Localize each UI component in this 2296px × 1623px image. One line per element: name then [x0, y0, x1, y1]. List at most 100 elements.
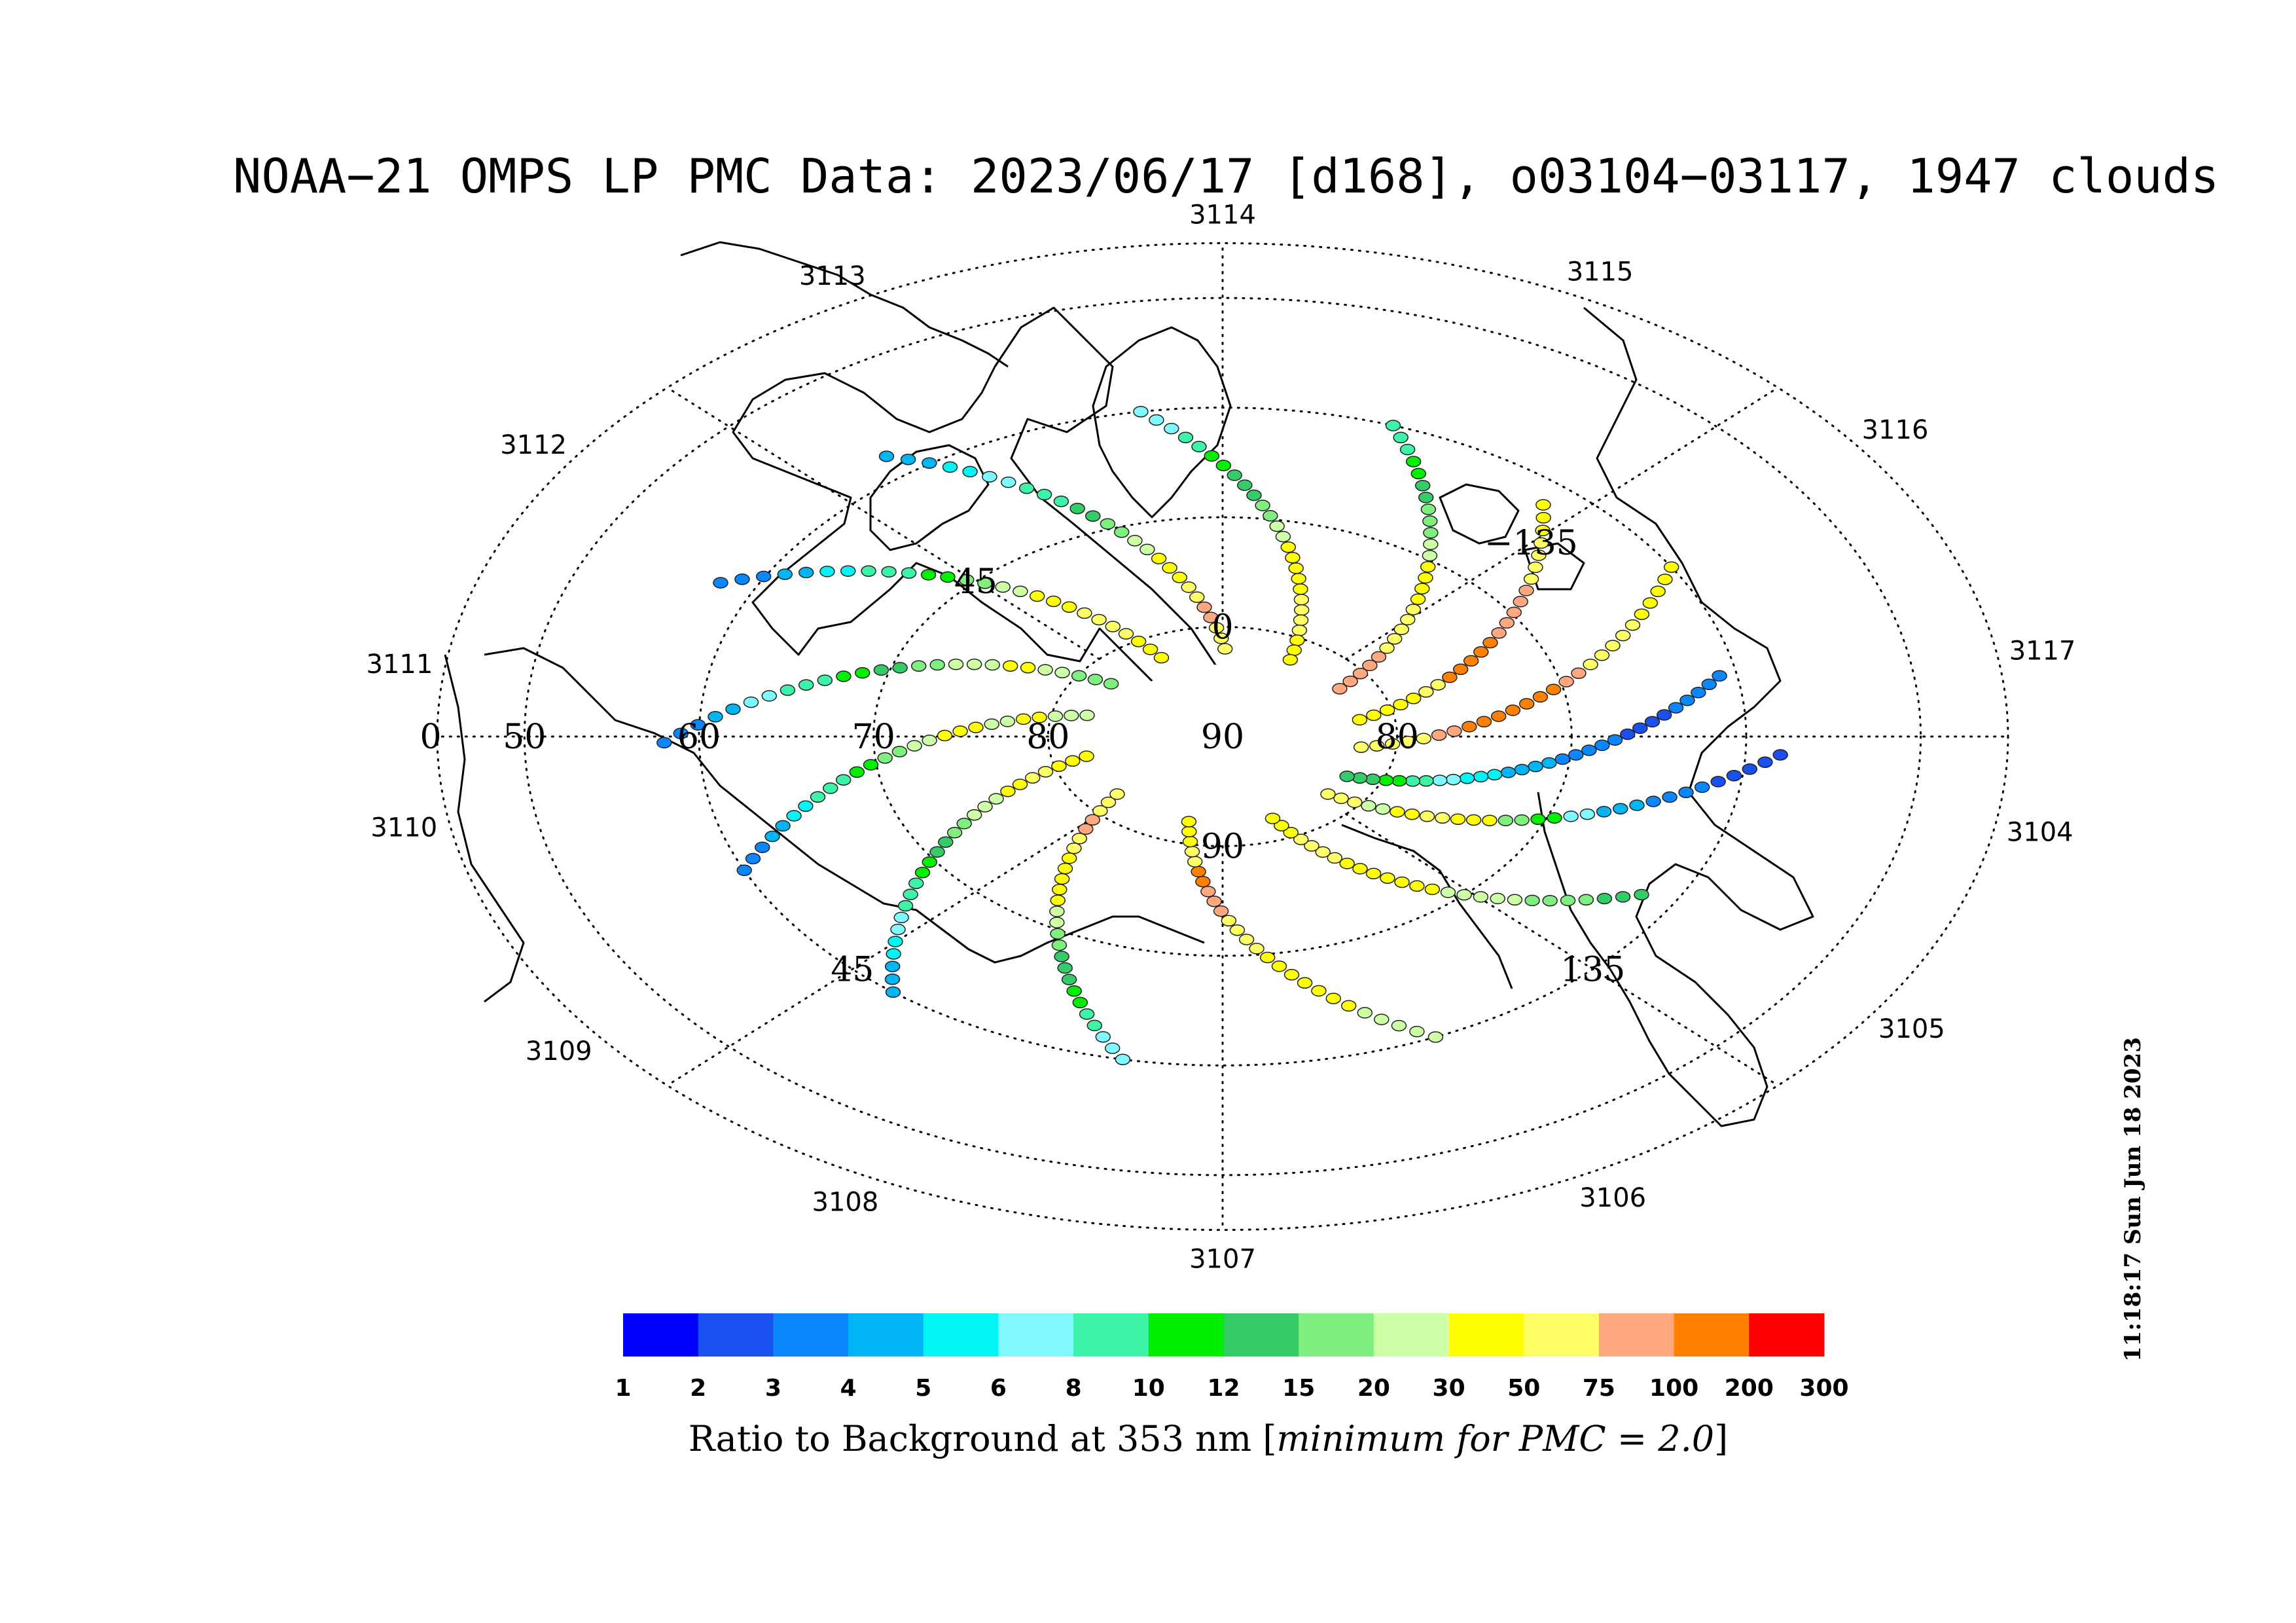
pmc-cloud-point — [1694, 781, 1710, 793]
pmc-cloud-point — [1634, 888, 1649, 901]
pmc-cloud-point — [1172, 572, 1188, 583]
pmc-cloud-point — [1130, 636, 1147, 647]
colorbar-tick-label: 1 — [615, 1375, 631, 1402]
pmc-cloud-point — [1069, 502, 1085, 515]
pmc-cloud-point — [823, 782, 838, 794]
pmc-cloud-point — [1486, 769, 1503, 781]
pmc-cloud-point — [1385, 420, 1401, 431]
colorbar-swatch — [1373, 1313, 1450, 1357]
pmc-cloud-point — [958, 574, 975, 586]
pmc-cloud-point — [1473, 891, 1489, 903]
pmc-cloud-point — [984, 718, 999, 730]
coast-alaska-siberia — [680, 241, 1009, 368]
pmc-cloud-point — [1607, 734, 1623, 746]
pmc-cloud-point — [1036, 488, 1052, 501]
pmc-cloud-point — [798, 800, 814, 812]
pmc-cloud-point — [1369, 740, 1385, 752]
pmc-cloud-point — [1500, 766, 1516, 778]
pmc-cloud-point — [1405, 775, 1421, 787]
orbit-label: 3105 — [1878, 1014, 1945, 1044]
pmc-cloud-point — [861, 565, 876, 577]
pmc-cloud-point — [1418, 686, 1434, 698]
pmc-cloud-point — [835, 774, 852, 786]
pmc-cloud-point — [761, 690, 778, 702]
pmc-cloud-point — [903, 888, 918, 900]
grid-labels: 90 80 70 60 50 0 80 45 45 −135 135 0 90 — [420, 524, 1625, 989]
colorbar-tick-label: 100 — [1649, 1375, 1698, 1402]
pmc-cloud-point — [1115, 1053, 1131, 1065]
pmc-cloud-point — [1013, 585, 1028, 597]
pmc-cloud-point — [736, 864, 752, 877]
pmc-cloud-point — [1424, 883, 1441, 896]
grid-label: 70 — [852, 718, 895, 757]
colorbar-tick-label: 20 — [1357, 1375, 1390, 1402]
colorbar-title-bracket-close: ] — [1714, 1418, 1728, 1459]
pmc-cloud-point — [1375, 803, 1391, 815]
pmc-cloud-point — [1416, 733, 1431, 744]
pmc-cloud-point — [1418, 492, 1434, 503]
pmc-cloud-point — [920, 569, 937, 581]
pmc-cloud-point — [1181, 816, 1197, 828]
pmc-cloud-point — [1339, 771, 1355, 782]
colorbar-swatch — [698, 1313, 774, 1357]
pmc-cloud-point — [690, 719, 706, 731]
pmc-cloud-point — [1679, 694, 1695, 706]
pmc-cloud-point — [1191, 441, 1207, 452]
pmc-cloud-point — [884, 973, 901, 985]
pmc-cloud-point — [1221, 915, 1237, 927]
pmc-cloud-point — [1513, 596, 1528, 608]
pmc-cloud-point — [1086, 1019, 1103, 1032]
pmc-cloud-point — [1498, 814, 1514, 826]
colorbar-swatch — [1223, 1313, 1299, 1357]
pmc-cloud-point — [1571, 667, 1587, 680]
colorbar-tick-label: 300 — [1799, 1375, 1848, 1402]
pmc-cloud-point — [977, 801, 993, 812]
pmc-cloud-point — [1634, 608, 1650, 620]
pmc-cloud-point — [1422, 549, 1438, 562]
pmc-cloud-point — [1269, 520, 1285, 532]
pmc-cloud-point — [1535, 512, 1551, 524]
pmc-cloud-point — [1410, 593, 1426, 606]
pmc-cloud-point — [995, 581, 1011, 593]
colorbar — [623, 1313, 1825, 1357]
colorbar-swatch — [1598, 1313, 1675, 1357]
pmc-cloud-point — [1514, 763, 1530, 776]
pmc-cloud-point — [1001, 476, 1016, 488]
pmc-cloud-point — [1482, 814, 1498, 826]
pmc-cloud-point — [1037, 766, 1054, 778]
pmc-cloud-point — [1181, 826, 1197, 837]
pmc-cloud-point — [1283, 827, 1299, 839]
pmc-cloud-point — [1079, 1008, 1095, 1020]
pmc-cloud-point — [1452, 663, 1469, 676]
pmc-cloud-point — [1423, 527, 1439, 539]
pmc-cloud-point — [984, 659, 1001, 671]
pmc-cloud-point — [1615, 629, 1631, 642]
pmc-cloud-point — [1380, 872, 1395, 884]
pmc-cloud-point — [1333, 792, 1349, 805]
colorbar-title: Ratio to Background at 353 nm [minimum f… — [689, 1418, 1729, 1459]
orbit-label: 3114 — [1189, 200, 1256, 230]
colorbar-tick-label: 5 — [915, 1375, 931, 1402]
pmc-cloud-point — [1535, 524, 1551, 537]
pmc-cloud-point — [1405, 604, 1422, 615]
orbit-label: 3115 — [1567, 257, 1634, 287]
pmc-cloud-point — [1726, 769, 1742, 782]
pmc-cloud-point — [1710, 776, 1726, 788]
pmc-cloud-point — [1568, 749, 1584, 761]
colorbar-swatch — [623, 1313, 699, 1357]
pmc-cloud-point — [1139, 543, 1155, 556]
pmc-cloud-point — [1712, 670, 1727, 682]
colorbar-swatch — [1148, 1313, 1224, 1357]
pmc-cloud-point — [977, 577, 993, 589]
pmc-cloud-point — [1061, 974, 1077, 985]
colorbar-swatch — [1524, 1313, 1600, 1357]
pmc-cloud-point — [1280, 541, 1297, 553]
pmc-cloud-point — [1594, 649, 1610, 661]
pmc-cloud-point — [1362, 659, 1378, 672]
pmc-cloud-point — [929, 846, 945, 858]
pmc-cloud-point — [1195, 875, 1211, 888]
pmc-cloud-point — [1085, 814, 1101, 826]
pmc-cloud-point — [1518, 585, 1534, 596]
colorbar-title-italic: minimum for PMC = 2.0 — [1276, 1418, 1714, 1459]
pmc-cloud-point — [1103, 678, 1119, 690]
